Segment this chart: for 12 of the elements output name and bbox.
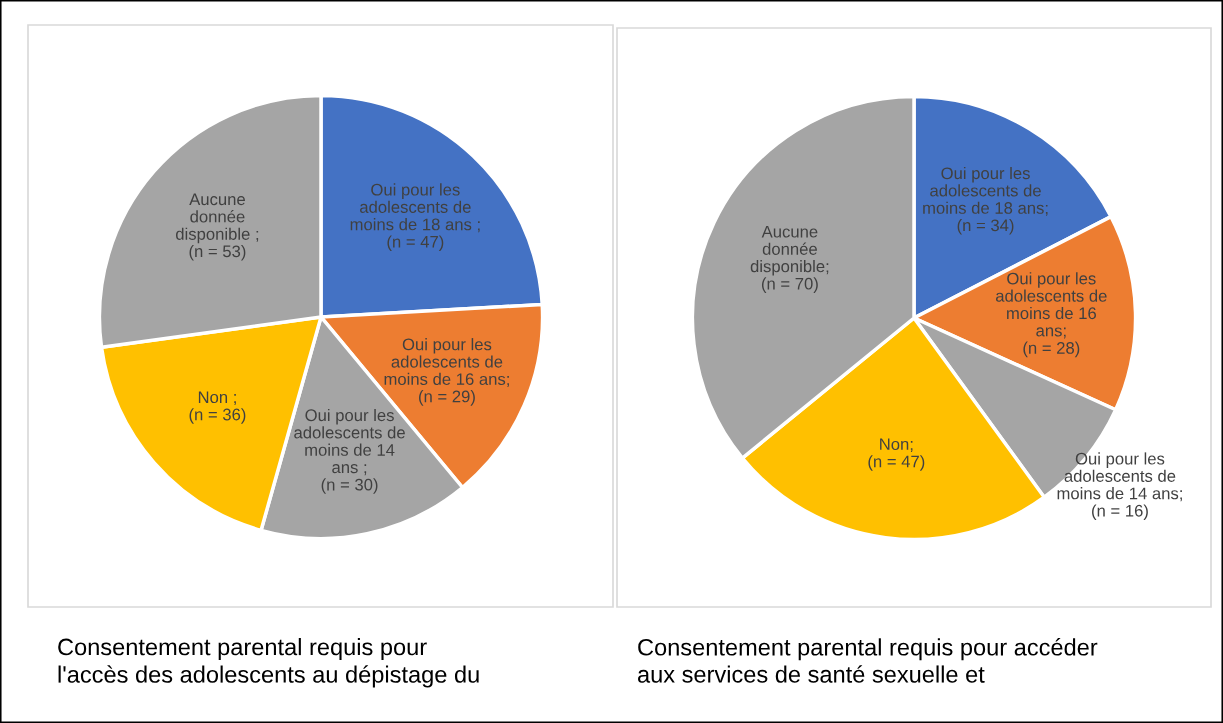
text: Consentement parental requis pour accéder aux services de santé sexuelle et [638,638,1098,683]
slice-label: Aucune donnée disponible ; (n = 53) [175,193,259,261]
text: Consentement parental requis pour l'accès des adolescents au dépistage du [58,638,479,688]
slice-label: Aucune donnée disponible; (n = 70) [750,225,829,293]
slice-label: Oui pour les adolescents de moins de 14 ans ; (n = 30) [294,408,405,494]
slice-label: Oui pour les adolescents de moins de 16 ans; (n = 28) [995,272,1107,358]
slice-label: Oui pour les adolescents de moins de 14 ans; (n = 16) [1057,452,1182,520]
slice-label: Oui pour les adolescents de moins de 16 ans; (n = 29) [384,338,509,406]
slice-label: Oui pour les adolescents de moins de 18 ans; (n = 34) [923,166,1048,235]
slice-label: Non ; (n = 36) [189,391,246,424]
slice-label: Non; (n = 47) [868,438,925,471]
slice-label: Oui pour les adolescents de moins de 18 ans ; (n = 47) [350,183,480,251]
